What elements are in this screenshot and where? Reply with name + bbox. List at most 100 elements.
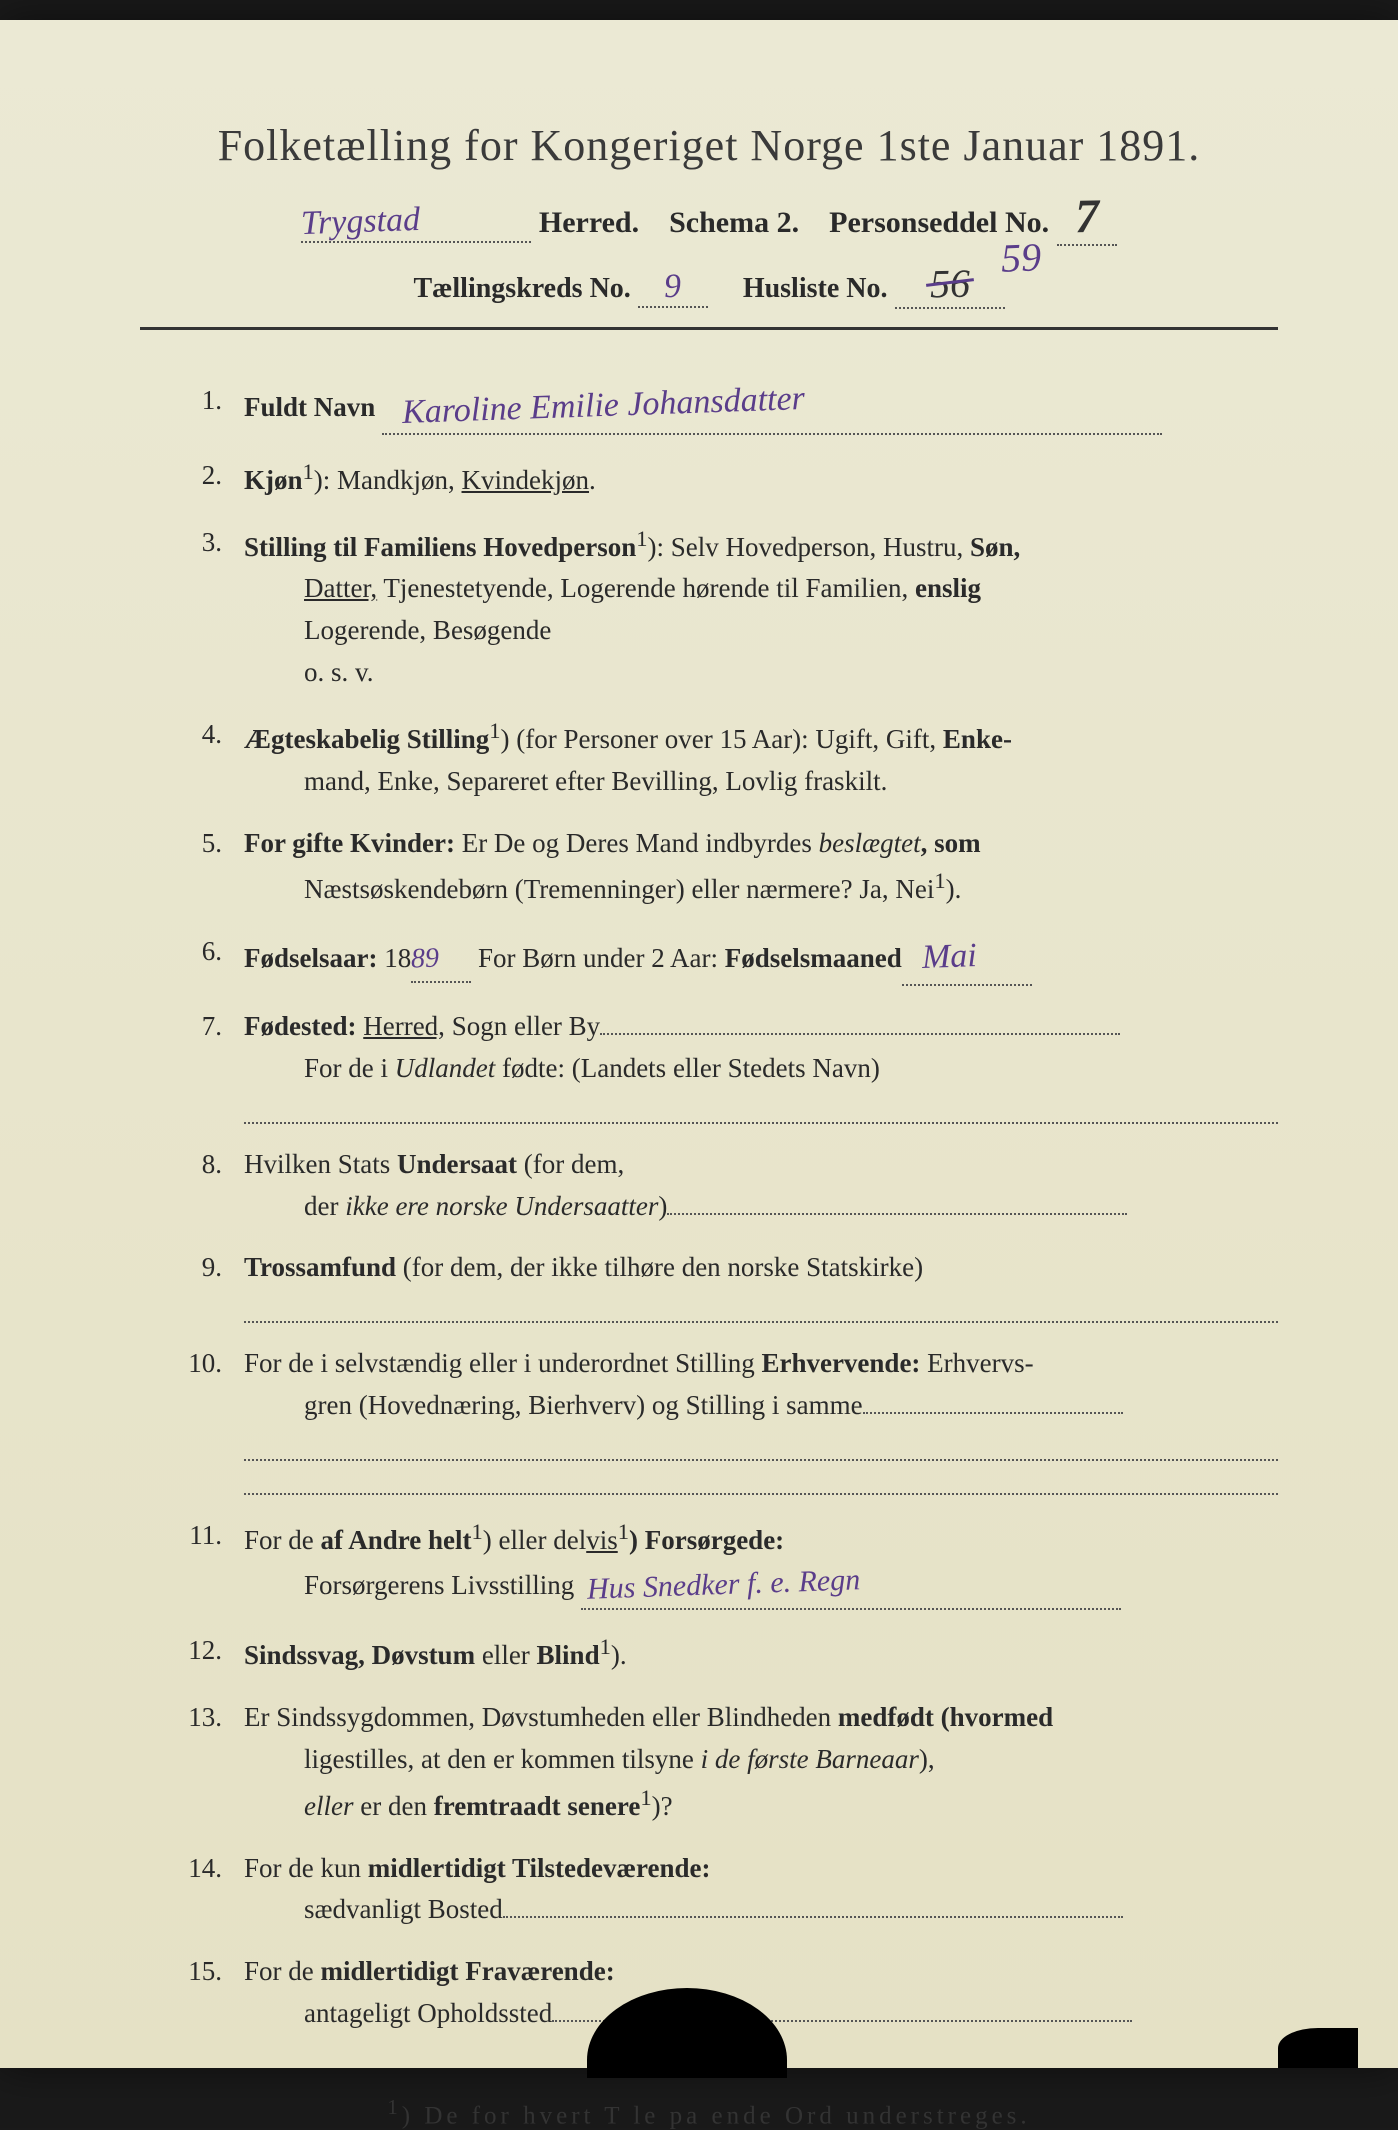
t3: Logerende, Besøgende — [244, 615, 551, 645]
item-1: 1. Fuldt Navn Karoline Emilie Johansdatt… — [180, 380, 1278, 435]
item-2: 2. Kjøn1): Mandkjøn, Kvindekjøn. — [180, 455, 1278, 502]
form-items: 1. Fuldt Navn Karoline Emilie Johansdatt… — [140, 380, 1278, 2035]
t1: For de — [244, 1956, 321, 1986]
personseddel-no: 7 — [1074, 189, 1099, 244]
mid: For Børn under 2 Aar: — [471, 943, 724, 973]
i: i de første Barneaar — [701, 1744, 919, 1774]
b1: af Andre helt — [321, 1525, 472, 1555]
item-number: 15. — [180, 1951, 244, 2035]
t1: ) (for Personer over 15 Aar): Ugift, Gif… — [501, 724, 943, 754]
b1: , som — [921, 828, 981, 858]
item-body: Fuldt Navn Karoline Emilie Johansdatter — [244, 380, 1278, 435]
b1: medfødt (hvormed — [838, 1702, 1053, 1732]
t1a: For de i selvstændig eller i underordnet… — [244, 1348, 761, 1378]
item-end: . — [589, 465, 596, 495]
item-label: For gifte Kvinder: — [244, 828, 455, 858]
item-number: 10. — [180, 1343, 244, 1495]
b1: Søn, — [970, 532, 1020, 562]
t2: Tjenestetyende, Logerende hørende til Fa… — [377, 573, 915, 603]
t3: er den — [353, 1791, 433, 1821]
page-tear-right — [1278, 2028, 1358, 2068]
item-body: For de i selvstændig eller i underordnet… — [244, 1343, 1278, 1495]
item-body: Hvilken Stats Undersaat (for dem, der ik… — [244, 1144, 1278, 1228]
footnote-text: ) De for hvert T le pa ende Ord understr… — [402, 2102, 1031, 2129]
item-body: For de kun midlertidigt Tilstedeværende:… — [244, 1848, 1278, 1932]
fill — [863, 1412, 1123, 1414]
footnote-ref: 1 — [640, 1785, 651, 1810]
t1: Er De og Deres Mand indbyrdes — [455, 828, 819, 858]
t1b: Erhvervs- — [920, 1348, 1033, 1378]
footnote-ref: 1 — [618, 1519, 629, 1544]
indent: Datter, Tjenestetyende, Logerende hørend… — [244, 573, 981, 603]
item-label: Fødested: — [244, 1011, 356, 1041]
item-6: 6. Fødselsaar: 1889 For Børn under 2 Aar… — [180, 931, 1278, 986]
item-label: Kjøn — [244, 465, 303, 495]
year-value: 89 — [410, 937, 439, 981]
item-body: Er Sindssygdommen, Døvstumheden eller Bl… — [244, 1697, 1278, 1828]
item-number: 5. — [180, 823, 244, 912]
provider-value: Hus Snedker f. e. Regn — [586, 1557, 861, 1613]
item-number: 1. — [180, 380, 244, 435]
fill-line — [244, 1295, 1278, 1323]
t1a: Hvilken Stats — [244, 1149, 397, 1179]
item-number: 3. — [180, 522, 244, 694]
t1b: ) eller del — [483, 1525, 586, 1555]
footnote-ref: 1 — [600, 1634, 611, 1659]
name-value: Karoline Emilie Johansdatter — [401, 373, 806, 440]
t2: gren (Hovednæring, Bierhverv) og Stillin… — [244, 1390, 863, 1420]
item-number: 13. — [180, 1697, 244, 1828]
footnote-ref: 1 — [636, 526, 647, 551]
item-number: 14. — [180, 1848, 244, 1932]
b: midlertidigt Fraværende: — [321, 1956, 615, 1986]
t1: Er Sindssygdommen, Døvstumheden eller Bl… — [244, 1702, 838, 1732]
item-11: 11. For de af Andre helt1) eller delvis1… — [180, 1515, 1278, 1610]
indent: Forsørgerens Livsstilling Hus Snedker f.… — [244, 1570, 1121, 1600]
b2: Blind — [537, 1640, 600, 1670]
item-number: 12. — [180, 1630, 244, 1677]
item-body: Sindssvag, Døvstum eller Blind1). — [244, 1630, 1278, 1677]
item-number: 8. — [180, 1144, 244, 1228]
indent: der ikke ere norske Undersaatter) — [244, 1191, 1127, 1221]
month-field: Mai — [902, 931, 1032, 986]
b2: ) Forsørgede: — [629, 1525, 784, 1555]
t1: ): Selv Hovedperson, Hustru, — [648, 532, 970, 562]
husliste-label: Husliste No. — [743, 273, 888, 304]
rest: eller — [475, 1640, 536, 1670]
item-body: For gifte Kvinder: Er De og Deres Mand i… — [244, 823, 1278, 912]
rest: Sogn eller By — [445, 1011, 600, 1041]
name-field: Karoline Emilie Johansdatter — [382, 380, 1162, 435]
b: Erhvervende: — [761, 1348, 920, 1378]
indent2: eller er den fremtraadt senere1)? — [244, 1791, 673, 1821]
footnote: 1) De for hvert T le pa ende Ord underst… — [140, 2095, 1278, 2130]
indent: ligestilles, at den er kommen tilsyne i … — [244, 1744, 935, 1774]
item-7: 7. Fødested: Herred, Sogn eller By For d… — [180, 1006, 1278, 1124]
form-header: Folketælling for Kongeriget Norge 1ste J… — [140, 120, 1278, 309]
t2: sædvanligt Bosted — [244, 1894, 503, 1924]
t2: Næstsøskendebørn (Tremenninger) eller næ… — [244, 874, 934, 904]
item-body: Fødested: Herred, Sogn eller By For de i… — [244, 1006, 1278, 1124]
b3: fremtraadt senere — [434, 1791, 641, 1821]
item-12: 12. Sindssvag, Døvstum eller Blind1). — [180, 1630, 1278, 1677]
footnote-ref: 1 — [472, 1519, 483, 1544]
personseddel-field: 7 — [1057, 189, 1117, 246]
underlined-option: Datter, — [304, 573, 377, 603]
label2: Fødselsmaaned — [725, 943, 902, 973]
provider-field: Hus Snedker f. e. Regn — [581, 1562, 1121, 1611]
fill — [667, 1213, 1127, 1215]
herred-field: Trygstad — [301, 203, 531, 243]
personseddel-label: Personseddel No. — [829, 206, 1049, 239]
t1a: For de — [244, 1525, 321, 1555]
taellingskreds-label: Tællingskreds No. — [413, 273, 630, 304]
t2b: ) — [658, 1191, 667, 1221]
footnote-ref: 1 — [489, 718, 500, 743]
i: ikke ere norske Undersaatter — [345, 1191, 658, 1221]
item-9: 9. Trossamfund (for dem, der ikke tilhør… — [180, 1247, 1278, 1323]
item-number: 4. — [180, 714, 244, 803]
form-title: Folketælling for Kongeriget Norge 1ste J… — [140, 120, 1278, 171]
e: ). — [611, 1640, 627, 1670]
t2: mand, Enke, Separeret efter Bevilling, L… — [244, 766, 887, 796]
fill-line — [244, 1467, 1278, 1495]
t1: For de kun — [244, 1853, 368, 1883]
e: )? — [652, 1791, 673, 1821]
footnote-ref: 1 — [303, 459, 314, 484]
